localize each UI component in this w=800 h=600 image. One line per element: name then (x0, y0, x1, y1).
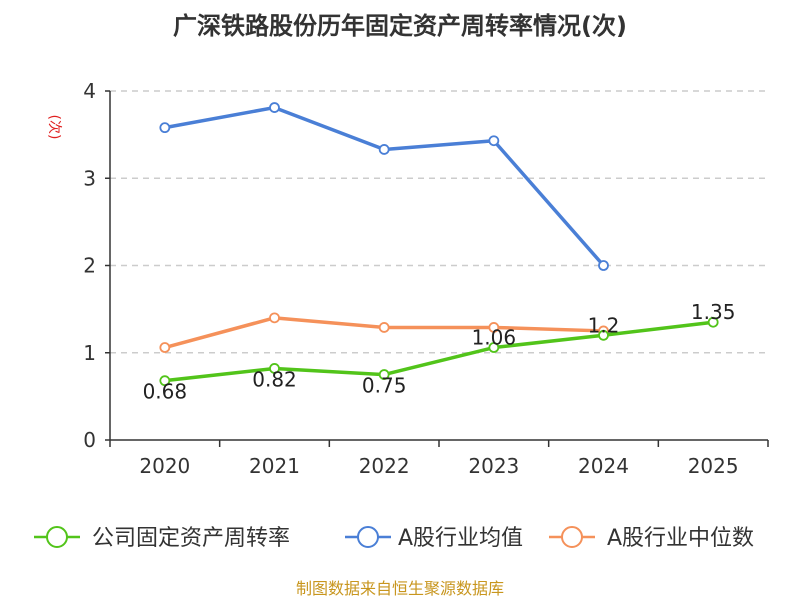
series-layer (159, 102, 719, 387)
data-label: 1.06 (472, 326, 517, 350)
data-point (269, 102, 280, 113)
y-tick-label: 3 (83, 166, 96, 190)
data-point (269, 363, 280, 374)
data-point (378, 369, 390, 380)
grid (110, 90, 768, 354)
legend-label: 公司固定资产周转率 (92, 526, 290, 551)
data-point (707, 316, 719, 328)
chart-title: 广深铁路股份历年固定资产周转率情况(次) (173, 12, 627, 40)
y-tick-label: 4 (83, 79, 96, 103)
legend-label: A股行业均值 (398, 526, 523, 551)
data-point (598, 260, 609, 271)
x-tick-label: 2020 (139, 454, 190, 478)
legend-marker (46, 526, 68, 548)
series-line (164, 320, 714, 383)
series-1 (159, 102, 609, 271)
data-point (378, 144, 390, 155)
series-2 (159, 312, 609, 353)
y-tick-label: 0 (83, 428, 96, 452)
x-tick-label: 2025 (688, 454, 739, 478)
data-labels: 0.68 0.82 0.75 1.06 1.2 1.35 (143, 300, 736, 403)
legend-item: 公司固定资产周转率 (34, 526, 290, 551)
data-point (598, 329, 609, 341)
y-tick-label: 1 (83, 341, 96, 365)
data-point (159, 375, 171, 387)
data-label: 0.82 (252, 367, 297, 391)
data-label: 0.68 (143, 380, 188, 404)
y-axis-label: (次) (46, 115, 62, 140)
data-point (488, 322, 500, 333)
data-point (159, 122, 171, 134)
x-tick-label: 2022 (359, 454, 410, 478)
legend-label: A股行业中位数 (607, 526, 754, 551)
data-point (488, 342, 500, 353)
data-point (269, 312, 280, 324)
axes: 0 1 2 3 4 2020 2021 2022 2023 2024 2025 (83, 79, 769, 478)
y-tick-label: 2 (83, 254, 96, 278)
source-note: 制图数据来自恒生聚源数据库 (296, 579, 504, 598)
series-line (164, 105, 605, 267)
legend: 公司固定资产周转率 A股行业均值 A股行业中位数 (34, 526, 754, 551)
series-0 (159, 316, 719, 387)
legend-item: A股行业中位数 (549, 526, 754, 551)
data-label: 1.35 (691, 300, 736, 324)
data-label: 1.2 (588, 313, 620, 337)
data-label: 0.75 (362, 374, 407, 398)
x-tick-label: 2024 (578, 454, 629, 478)
x-tick-label: 2023 (468, 454, 519, 478)
legend-item: A股行业均值 (345, 526, 523, 551)
data-point (159, 342, 171, 353)
data-point (378, 322, 390, 333)
data-point (488, 135, 500, 147)
x-tick-label: 2021 (249, 454, 300, 478)
legend-marker (357, 526, 379, 548)
legend-marker (561, 526, 583, 548)
